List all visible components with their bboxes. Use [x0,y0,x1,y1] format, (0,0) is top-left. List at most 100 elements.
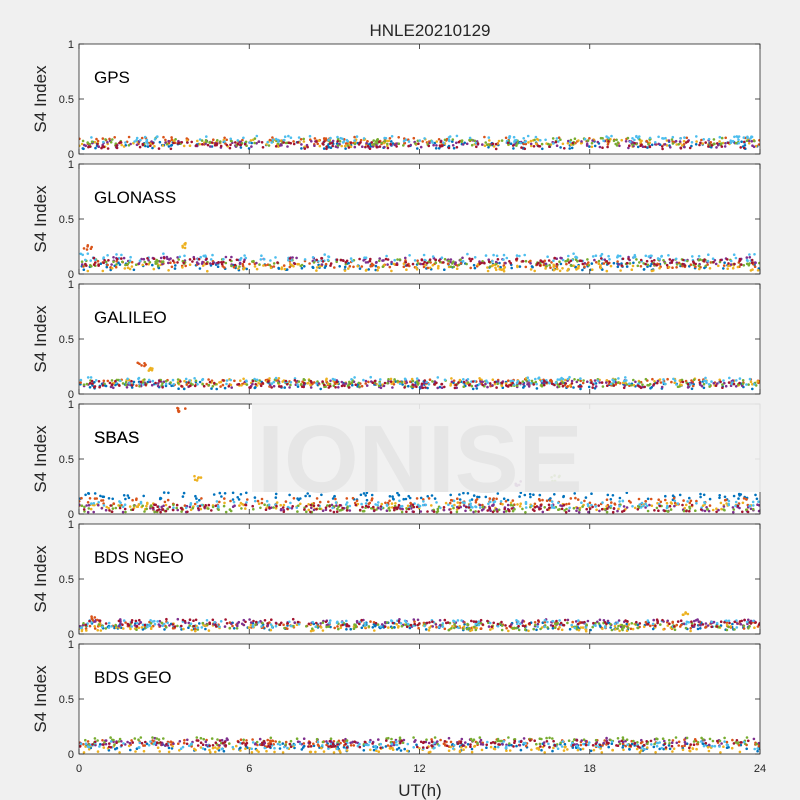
data-point [236,624,239,628]
data-point [323,253,327,256]
data-point [704,141,707,144]
data-point [753,626,756,629]
data-point [102,261,105,265]
data-point [541,498,544,502]
data-point [572,252,575,255]
data-point [245,491,248,495]
data-point [171,378,175,382]
data-point [327,500,330,504]
data-point [529,382,533,385]
data-point [459,501,462,505]
data-point [208,380,212,384]
data-point [94,620,97,623]
data-point [569,138,573,142]
data-point [366,261,370,264]
data-point [90,502,93,505]
data-point [329,262,333,265]
data-point [577,385,580,388]
data-point [254,623,257,627]
data-point [235,627,239,630]
data-point [456,619,460,622]
data-point [134,263,138,267]
data-point [355,619,359,623]
data-point [610,501,613,504]
data-point [423,258,427,262]
data-point [511,509,515,513]
data-point [396,491,399,495]
data-point [560,507,564,511]
data-point [704,376,707,380]
data-point [564,511,568,514]
data-point [653,259,656,262]
data-point [534,377,537,381]
data-point [161,508,165,511]
data-point [548,145,551,148]
data-point [115,144,118,147]
data-point [600,381,604,384]
data-point [122,256,126,260]
data-point [752,504,755,507]
data-point [566,269,569,272]
data-point [594,505,597,508]
data-point [566,385,570,388]
data-point [690,620,693,623]
data-point [733,620,736,624]
data-point [535,387,539,390]
data-point [244,620,247,624]
data-point [673,625,676,628]
data-point [663,261,667,265]
data-point [609,622,612,626]
data-point [179,380,182,383]
data-point [326,382,330,386]
data-point [481,143,484,146]
data-point [515,626,518,630]
data-point [211,253,214,257]
data-point [644,620,648,624]
data-point [214,504,218,508]
data-point [339,136,343,140]
data-point [616,509,619,513]
data-point [217,261,220,264]
data-point [644,262,647,266]
data-point [616,141,620,144]
data-point [519,141,522,145]
data-point [752,507,755,511]
data-point [546,508,549,512]
data-point [558,508,561,511]
data-point [404,378,407,381]
data-point [88,381,92,385]
data-point [111,383,114,386]
data-point [195,261,199,264]
data-point [521,624,525,627]
data-point [416,139,420,143]
data-point [531,265,534,269]
data-point [104,622,108,625]
data-point [139,380,143,384]
data-point [321,142,325,145]
data-point [343,384,346,388]
data-point [666,624,670,627]
data-point [650,143,654,147]
data-point [385,504,389,507]
data-point [597,259,601,263]
data-point [160,621,163,625]
data-point [280,267,283,271]
data-point [90,265,93,268]
data-point [491,378,495,382]
data-point [137,376,141,380]
data-point [397,493,401,497]
data-point [404,256,407,260]
data-point [130,739,133,742]
data-point [717,508,720,512]
data-point [371,626,375,629]
data-point [340,144,344,148]
data-point [306,492,310,495]
data-point [343,269,347,272]
data-point [524,259,528,263]
data-points [79,361,760,391]
data-point [228,258,232,262]
data-point [377,384,381,388]
data-point [742,264,746,267]
data-point [603,739,606,742]
data-point [198,504,202,508]
